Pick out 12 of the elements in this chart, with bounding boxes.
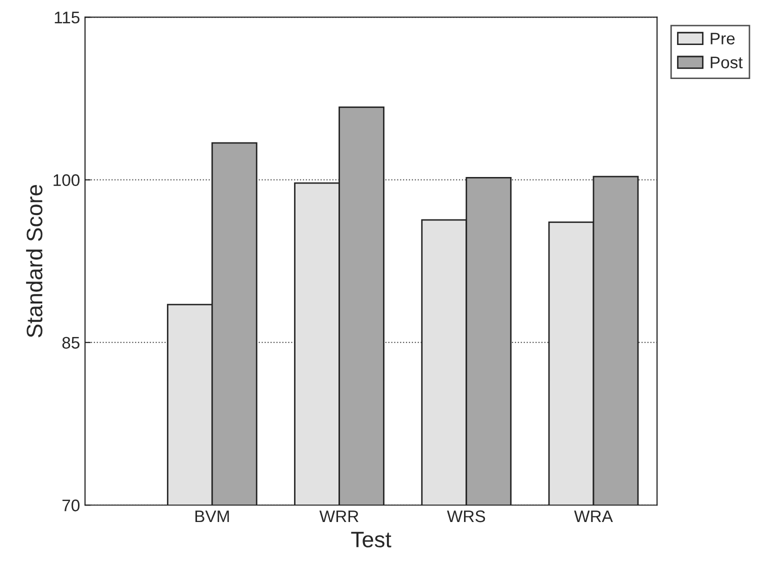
legend-label: Post xyxy=(710,56,743,68)
y-tick-label: 115 xyxy=(54,12,80,24)
x-tick-label: WRS xyxy=(447,510,486,522)
y-tick-label: 100 xyxy=(54,174,80,186)
y-tick-label: 70 xyxy=(62,500,80,512)
x-tick-label: WRR xyxy=(319,510,358,522)
y-axis-title: Standard Score xyxy=(26,184,42,338)
y-tick-label: 85 xyxy=(62,336,80,349)
legend-label: Pre xyxy=(710,32,735,44)
x-tick-label: WRA xyxy=(574,510,613,522)
x-axis-title: Test xyxy=(351,532,392,548)
x-tick-label: BVM xyxy=(195,510,229,522)
